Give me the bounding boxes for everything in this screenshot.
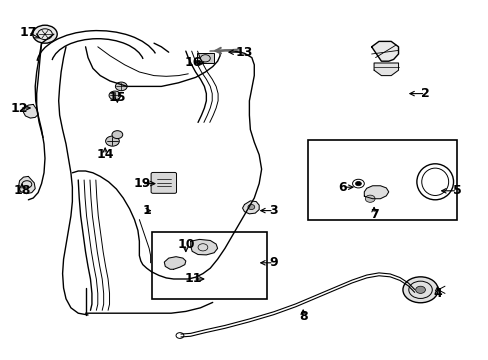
Text: 2: 2 xyxy=(420,87,429,100)
Polygon shape xyxy=(371,41,398,61)
Circle shape xyxy=(415,286,425,293)
Polygon shape xyxy=(19,176,35,194)
Circle shape xyxy=(109,91,121,100)
Text: 4: 4 xyxy=(432,287,441,300)
Polygon shape xyxy=(164,257,185,269)
Polygon shape xyxy=(23,104,38,118)
Circle shape xyxy=(365,195,374,202)
Text: 16: 16 xyxy=(184,57,202,69)
Circle shape xyxy=(33,25,57,43)
Text: 5: 5 xyxy=(452,184,461,197)
Bar xyxy=(196,53,214,63)
Polygon shape xyxy=(364,186,388,199)
Text: 9: 9 xyxy=(269,256,278,269)
Circle shape xyxy=(115,82,127,91)
Circle shape xyxy=(402,277,437,303)
Text: 15: 15 xyxy=(108,91,126,104)
Circle shape xyxy=(112,131,122,139)
Circle shape xyxy=(355,181,361,186)
Text: 1: 1 xyxy=(142,204,151,217)
Circle shape xyxy=(247,204,254,210)
Polygon shape xyxy=(373,63,398,76)
Text: 18: 18 xyxy=(13,184,31,197)
Polygon shape xyxy=(190,239,217,255)
Text: 7: 7 xyxy=(369,208,378,221)
Bar xyxy=(307,140,456,220)
Circle shape xyxy=(105,136,119,146)
Text: 14: 14 xyxy=(96,148,114,161)
Text: 3: 3 xyxy=(269,204,278,217)
Bar xyxy=(151,232,266,299)
Text: 13: 13 xyxy=(235,46,253,59)
FancyBboxPatch shape xyxy=(151,172,176,193)
Text: 10: 10 xyxy=(177,238,194,251)
Text: 8: 8 xyxy=(298,310,307,323)
Text: 17: 17 xyxy=(20,26,37,39)
Text: 6: 6 xyxy=(337,181,346,194)
Polygon shape xyxy=(242,201,259,214)
Text: 12: 12 xyxy=(11,102,28,114)
Text: 11: 11 xyxy=(184,273,202,285)
Text: 19: 19 xyxy=(133,177,150,190)
